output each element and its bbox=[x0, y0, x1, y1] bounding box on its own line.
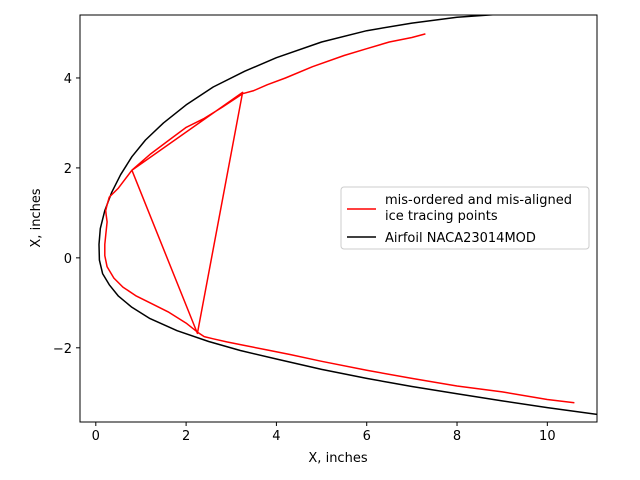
legend-label-ice-line2: ice tracing points bbox=[385, 209, 498, 224]
legend-label-ice-line1: mis-ordered and mis-aligned bbox=[385, 193, 572, 208]
series-layer bbox=[98, 15, 597, 416]
x-tick-label: 10 bbox=[539, 429, 556, 444]
x-axis-ticks: 0 2 4 6 8 10 bbox=[92, 422, 556, 444]
y-axis-ticks: −2 0 2 4 bbox=[53, 72, 80, 357]
legend: mis-ordered and mis-aligned ice tracing … bbox=[340, 186, 590, 250]
legend-box bbox=[340, 186, 590, 250]
legend-label-airfoil: Airfoil NACA23014MOD bbox=[385, 231, 536, 246]
y-tick-label: 2 bbox=[64, 162, 72, 177]
y-tick-label: 0 bbox=[64, 252, 72, 267]
x-tick-label: 0 bbox=[92, 429, 100, 444]
y-tick-label: −2 bbox=[53, 342, 72, 357]
y-tick-label: 4 bbox=[64, 72, 72, 87]
plot-frame bbox=[79, 14, 598, 423]
x-tick-label: 4 bbox=[272, 429, 280, 444]
x-axis-label: X, inches bbox=[308, 451, 367, 466]
y-axis-label: X, inches bbox=[29, 188, 44, 247]
x-tick-label: 6 bbox=[363, 429, 371, 444]
x-tick-label: 2 bbox=[182, 429, 190, 444]
series-line-airfoil bbox=[98, 15, 597, 416]
x-tick-label: 8 bbox=[453, 429, 461, 444]
series-line-ice-tracing bbox=[104, 33, 575, 404]
